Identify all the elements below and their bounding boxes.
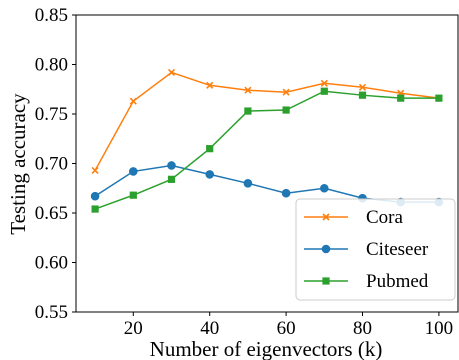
legend-marker-pubmed bbox=[322, 277, 330, 285]
y-tick-label: 0.65 bbox=[35, 203, 68, 224]
series-line-cora bbox=[94, 71, 439, 171]
data-point-citeseer bbox=[281, 188, 291, 198]
data-point-citeseer bbox=[320, 183, 329, 193]
data-point-pubmed bbox=[282, 106, 290, 114]
data-point-cora bbox=[91, 166, 99, 174]
data-point-pubmed bbox=[167, 175, 176, 183]
x-tick-label: 100 bbox=[425, 318, 454, 339]
x-tick-label: 80 bbox=[353, 318, 372, 339]
data-point-cora bbox=[206, 81, 214, 89]
y-tick-label: 0.85 bbox=[35, 5, 68, 26]
data-point-citeseer bbox=[90, 191, 100, 201]
data-point-citeseer bbox=[129, 167, 138, 176]
series-line-citeseer bbox=[94, 164, 439, 203]
x-tick-label: 40 bbox=[200, 318, 219, 339]
data-point-pubmed bbox=[320, 87, 328, 95]
y-axis-ticks: 0.55 0.60 0.65 0.70 0.75 0.80 0.85 bbox=[35, 5, 76, 323]
data-point-cora bbox=[358, 83, 367, 91]
legend: Cora Citeseer Pubmed bbox=[295, 198, 456, 301]
legend-item-pubmed: Pubmed bbox=[304, 271, 429, 292]
data-point-pubmed bbox=[397, 94, 405, 102]
data-point-cora bbox=[129, 97, 137, 105]
y-tick-label: 0.55 bbox=[35, 302, 68, 323]
legend-marker-cora bbox=[322, 213, 330, 221]
data-point-cora bbox=[244, 86, 252, 94]
legend-item-citeseer: Citeseer bbox=[304, 239, 429, 260]
x-axis-label: Number of eigenvectors (k) bbox=[150, 337, 383, 360]
x-axis-ticks: 20 40 60 80 100 bbox=[124, 312, 453, 339]
data-point-pubmed bbox=[244, 107, 252, 115]
legend-label-pubmed: Pubmed bbox=[366, 271, 429, 292]
y-tick-label: 0.60 bbox=[35, 253, 68, 274]
series-layer bbox=[90, 68, 444, 213]
series-line-pubmed bbox=[94, 90, 439, 210]
data-point-pubmed bbox=[91, 205, 99, 213]
x-tick-label: 20 bbox=[124, 318, 143, 339]
y-tick-label: 0.75 bbox=[35, 104, 68, 125]
legend-label-cora: Cora bbox=[366, 207, 404, 228]
series-cora bbox=[91, 68, 443, 174]
data-point-pubmed bbox=[129, 191, 137, 199]
data-point-citeseer bbox=[243, 179, 253, 188]
data-point-cora bbox=[282, 88, 290, 96]
legend-marker-citeseer bbox=[321, 244, 331, 254]
data-point-cora bbox=[320, 79, 328, 87]
y-tick-label: 0.80 bbox=[35, 55, 68, 76]
data-point-citeseer bbox=[167, 161, 176, 170]
legend-item-cora: Cora bbox=[304, 207, 404, 228]
data-point-pubmed bbox=[435, 94, 443, 102]
y-axis-label: Testing accuracy bbox=[6, 93, 30, 235]
data-point-pubmed bbox=[206, 145, 214, 153]
series-pubmed bbox=[91, 87, 443, 213]
data-point-pubmed bbox=[358, 91, 367, 99]
data-point-cora bbox=[167, 68, 176, 76]
y-tick-label: 0.70 bbox=[35, 154, 68, 175]
legend-label-citeseer: Citeseer bbox=[366, 239, 429, 260]
legend-box bbox=[295, 198, 456, 301]
x-tick-label: 60 bbox=[277, 318, 296, 339]
data-point-citeseer bbox=[205, 170, 214, 179]
